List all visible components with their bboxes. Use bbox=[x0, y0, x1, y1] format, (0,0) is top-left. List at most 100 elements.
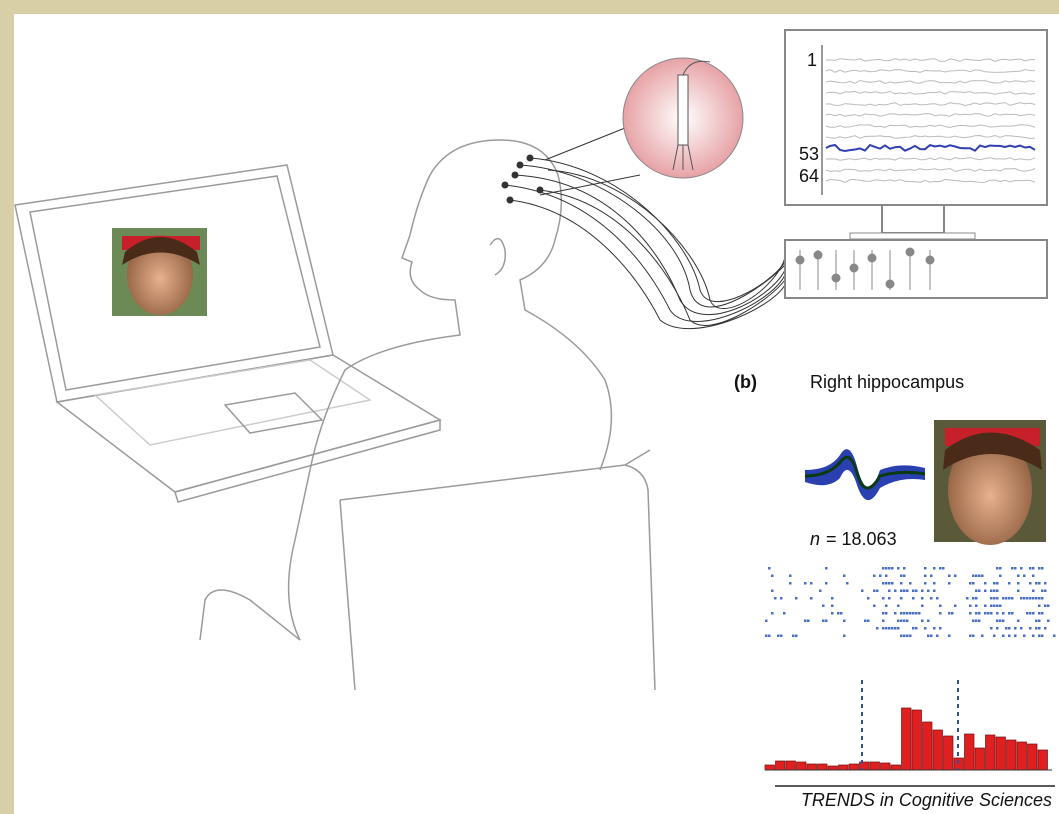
raster-dot bbox=[933, 589, 936, 592]
raster-dot bbox=[873, 604, 876, 607]
raster-dot bbox=[822, 619, 825, 622]
trace bbox=[825, 134, 1036, 139]
raster-dot bbox=[825, 582, 828, 585]
raster-dot bbox=[846, 582, 849, 585]
raster-dot bbox=[918, 612, 921, 615]
hist-bar bbox=[901, 707, 912, 771]
raster-dot bbox=[900, 589, 903, 592]
zoom-circle bbox=[622, 57, 744, 179]
raster-dot bbox=[795, 597, 798, 600]
raster-dot bbox=[1035, 582, 1038, 585]
raster-dot bbox=[924, 567, 927, 570]
raster-dot bbox=[774, 597, 777, 600]
raster-dot bbox=[906, 612, 909, 615]
raster-dot bbox=[1044, 627, 1047, 630]
raster-dot bbox=[927, 619, 930, 622]
raster-dot bbox=[1017, 589, 1020, 592]
raster-dot bbox=[972, 619, 975, 622]
raster-dot bbox=[894, 627, 897, 630]
raster-dot bbox=[990, 612, 993, 615]
raster-dot bbox=[861, 589, 864, 592]
raster-dot bbox=[1035, 627, 1038, 630]
raster-dot bbox=[843, 619, 846, 622]
channel-label: 1 bbox=[807, 50, 817, 70]
trace bbox=[825, 167, 1036, 172]
raster-dot bbox=[930, 574, 933, 577]
hist-bar bbox=[806, 763, 817, 771]
raster-dot bbox=[912, 589, 915, 592]
hist-bar bbox=[817, 763, 828, 771]
raster-dot bbox=[999, 574, 1002, 577]
trace bbox=[825, 102, 1036, 107]
raster-dot bbox=[927, 589, 930, 592]
raster-dot bbox=[984, 589, 987, 592]
raster-dot bbox=[903, 634, 906, 637]
raster-dot bbox=[1041, 567, 1044, 570]
raster-dot bbox=[924, 582, 927, 585]
raster-dot bbox=[903, 574, 906, 577]
raster-dot bbox=[879, 574, 882, 577]
raster-dot bbox=[900, 582, 903, 585]
raster-dot bbox=[780, 597, 783, 600]
hist-bar bbox=[922, 721, 933, 771]
monitor bbox=[784, 29, 1048, 299]
trace bbox=[825, 143, 1036, 153]
raster-dot bbox=[990, 589, 993, 592]
raster-dot bbox=[1032, 612, 1035, 615]
raster-dot bbox=[981, 574, 984, 577]
raster-dot bbox=[888, 567, 891, 570]
trace bbox=[825, 69, 1036, 73]
raster-dot bbox=[894, 612, 897, 615]
raster-dot bbox=[933, 582, 936, 585]
raster-dot bbox=[789, 574, 792, 577]
raster-dot bbox=[1041, 589, 1044, 592]
raster-dot bbox=[921, 597, 924, 600]
raster-dot bbox=[1020, 567, 1023, 570]
raster-dot bbox=[1035, 597, 1038, 600]
hist-bar bbox=[1037, 749, 1048, 771]
raster-dot bbox=[843, 634, 846, 637]
hist-bar bbox=[964, 733, 975, 771]
hist-bar bbox=[943, 735, 954, 771]
raster-dot bbox=[888, 627, 891, 630]
raster-dot bbox=[882, 567, 885, 570]
raster-dot bbox=[804, 619, 807, 622]
raster-dot bbox=[1005, 597, 1008, 600]
raster-dot bbox=[972, 582, 975, 585]
raster-dot bbox=[975, 597, 978, 600]
spike-count: n = 18.063 bbox=[810, 529, 897, 549]
raster-dot bbox=[867, 597, 870, 600]
raster-dot bbox=[1029, 582, 1032, 585]
hist-bar bbox=[1006, 739, 1017, 771]
person bbox=[199, 139, 656, 691]
raster-dot bbox=[915, 589, 918, 592]
raster-dot bbox=[915, 627, 918, 630]
trace bbox=[825, 124, 1036, 128]
raster-dot bbox=[1038, 567, 1041, 570]
raster-dot bbox=[1026, 597, 1029, 600]
raster-dot bbox=[1038, 619, 1041, 622]
raster-dot bbox=[792, 634, 795, 637]
raster-dot bbox=[771, 612, 774, 615]
raster-dot bbox=[789, 582, 792, 585]
raster-dot bbox=[1032, 634, 1035, 637]
raster-dot bbox=[978, 612, 981, 615]
raster-dot bbox=[1038, 582, 1041, 585]
raster-dot bbox=[978, 619, 981, 622]
hist-bar bbox=[838, 764, 849, 771]
raster-dot bbox=[906, 619, 909, 622]
raster-dot bbox=[882, 619, 885, 622]
raster-dot bbox=[948, 612, 951, 615]
raster-dot bbox=[996, 612, 999, 615]
raster-dot bbox=[831, 597, 834, 600]
hist-bar bbox=[1016, 741, 1027, 771]
raster-dot bbox=[1032, 589, 1035, 592]
raster-dot bbox=[804, 582, 807, 585]
raster-dot bbox=[936, 597, 939, 600]
raster-dot bbox=[948, 582, 951, 585]
face-image bbox=[934, 420, 1046, 545]
raster-dot bbox=[882, 612, 885, 615]
hist-bar bbox=[995, 736, 1006, 771]
raster-dot bbox=[900, 574, 903, 577]
trace bbox=[825, 156, 1036, 161]
